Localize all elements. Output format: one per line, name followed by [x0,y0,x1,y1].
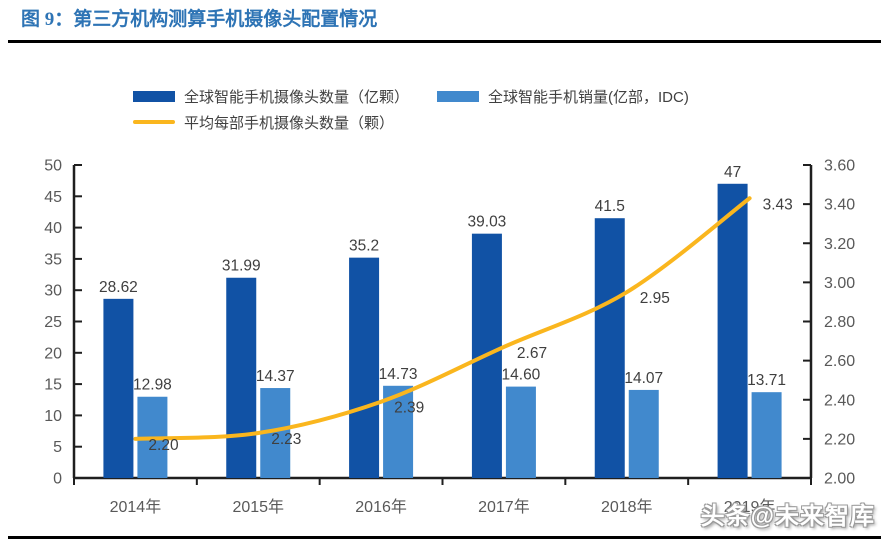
left-tick-label: 50 [44,158,62,175]
title-underline [8,40,881,43]
bar-label-phone-sales: 14.37 [256,368,295,385]
left-tick-label: 30 [44,283,62,300]
bar-camera-count [226,277,257,478]
bar-camera-count [103,298,134,478]
right-tick-label: 3.00 [824,275,855,292]
left-tick-label: 20 [44,345,62,362]
line-point-label: 2.95 [640,290,670,307]
line-point-label: 2.39 [394,400,424,417]
line-point-label: 2.20 [148,437,179,454]
right-tick-label: 2.60 [824,353,855,370]
legend-swatch-phone-sales [437,90,480,102]
chart-legend: 全球智能手机摄像头数量（亿颗） 全球智能手机销量(亿部，IDC) 平均每部手机摄… [133,83,689,135]
line-point-label: 3.43 [763,196,793,213]
left-tick-label: 15 [44,377,62,394]
left-tick-label: 0 [53,471,62,488]
right-tick-label: 3.20 [824,236,855,253]
legend-swatch-avg-line [133,120,175,124]
bar-phone-sales [505,386,536,478]
x-axis-ticks: 2014年 2015年 2016年 2017年 2018年 2019年 [73,478,812,516]
left-tick-label: 25 [44,314,62,331]
x-category-label: 2015年 [232,498,284,516]
legend-row-1: 全球智能手机摄像头数量（亿颗） 全球智能手机销量(亿部，IDC) [133,83,689,109]
bar-camera-count [717,183,748,478]
legend-label-avg-line: 平均每部手机摄像头数量（颗） [184,114,395,132]
bar-label-camera-count: 39.03 [468,214,507,231]
right-axis-ticks: 2.00 2.20 2.40 2.60 2.80 3.00 3.20 3.40 3.60 [803,158,855,488]
left-tick-label: 10 [44,408,62,425]
x-category-label: 2017年 [478,498,530,516]
bar-label-phone-sales: 13.71 [747,372,786,389]
avg-cameras-line [133,196,752,441]
right-tick-label: 2.80 [824,314,855,331]
right-tick-label: 2.00 [824,471,855,488]
x-category-label: 2018年 [601,498,653,516]
x-category-label: 2016年 [355,498,407,516]
bar-label-camera-count: 41.5 [595,198,625,215]
bar-label-phone-sales: 12.98 [133,377,172,394]
bar-series [103,183,782,478]
right-tick-label: 3.60 [824,158,855,175]
legend-swatch-camera-count [133,90,175,102]
bar-label-camera-count: 47 [724,164,741,181]
left-tick-label: 35 [44,251,62,268]
left-tick-label: 40 [44,220,62,237]
line-point-label: 2.23 [271,431,301,448]
bar-label-phone-sales: 14.73 [379,366,418,383]
bar-label-camera-count: 35.2 [349,238,379,255]
bar-phone-sales [628,389,659,478]
bar-camera-count [594,218,625,478]
figure-title: 图 9：第三方机构测算手机摄像头配置情况 [21,9,378,30]
x-category-label: 2019年 [724,498,776,516]
left-axis-ticks: 0 5 10 15 20 25 30 35 40 45 50 [44,158,82,488]
right-tick-label: 3.40 [824,197,855,214]
left-tick-label: 5 [53,439,62,456]
right-tick-label: 2.20 [824,431,855,448]
bottom-border [8,536,881,539]
data-labels: 28.62 31.99 35.2 39.03 41.5 47 12.98 14.37 14.73… [99,164,793,454]
legend-row-2: 平均每部手机摄像头数量（颗） [133,109,689,135]
bar-label-camera-count: 31.99 [222,258,261,275]
legend-label-camera-count: 全球智能手机摄像头数量（亿颗） [184,88,410,106]
legend-label-phone-sales: 全球智能手机销量(亿部，IDC) [488,88,689,106]
line-point-label: 2.67 [517,345,547,362]
bar-label-phone-sales: 14.07 [624,370,663,387]
bar-camera-count [349,257,380,478]
bar-label-phone-sales: 14.60 [502,367,541,384]
bar-phone-sales [751,392,782,478]
bar-label-camera-count: 28.62 [99,279,138,296]
axes [72,165,813,480]
x-category-label: 2014年 [110,498,162,516]
watermark-text: 头条@未来智库 [700,503,875,530]
right-tick-label: 2.40 [824,392,855,409]
left-tick-label: 45 [44,189,62,206]
